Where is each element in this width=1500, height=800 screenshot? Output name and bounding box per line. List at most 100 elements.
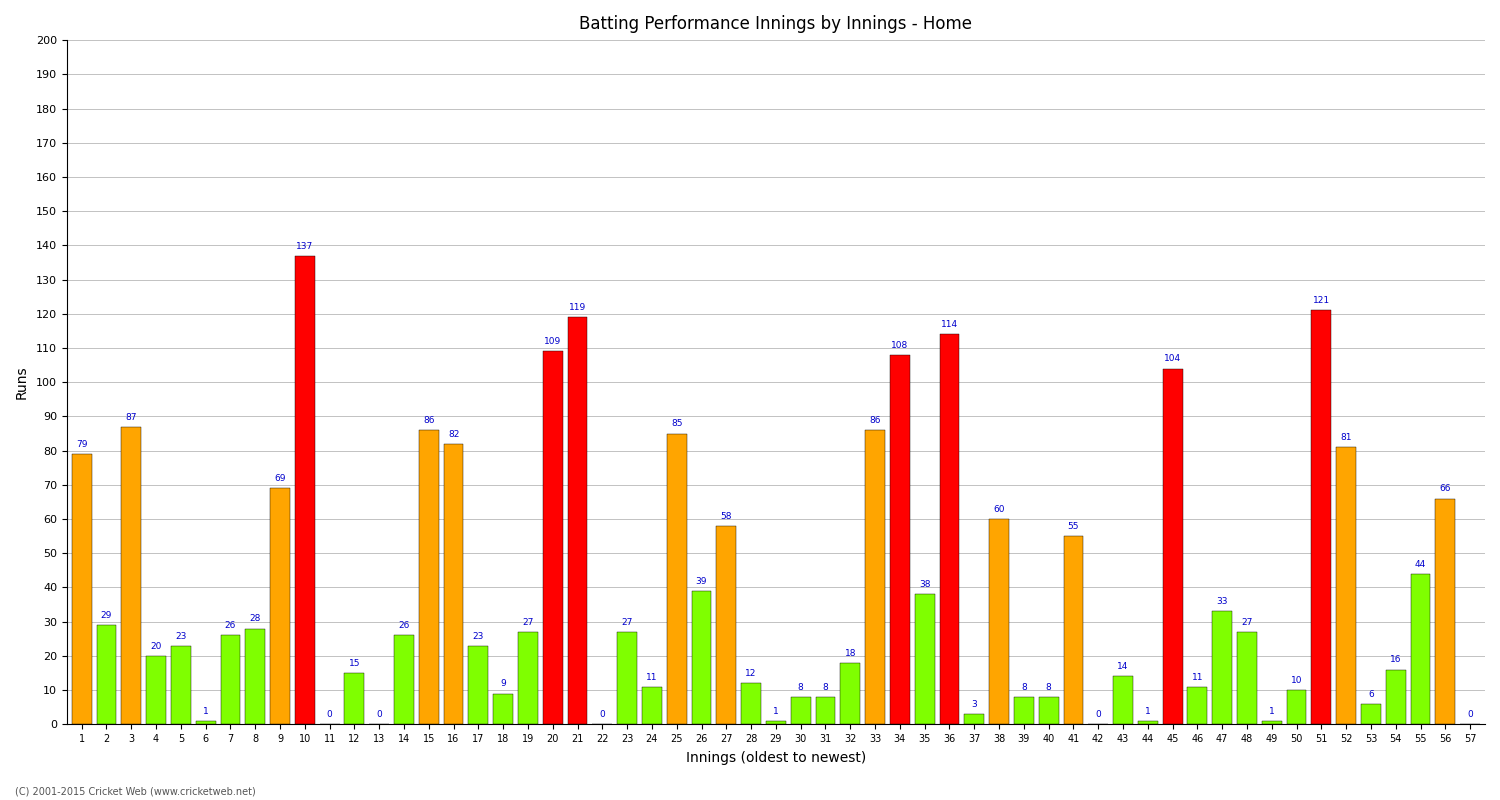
Bar [1162, 369, 1182, 724]
Text: 11: 11 [1191, 673, 1203, 682]
Bar [790, 697, 810, 724]
Text: 87: 87 [126, 413, 136, 422]
Text: 0: 0 [600, 710, 604, 719]
Bar [642, 686, 662, 724]
Text: 1: 1 [1144, 706, 1150, 716]
Text: 86: 86 [870, 416, 880, 425]
Bar [296, 256, 315, 724]
Bar [96, 625, 117, 724]
Bar [816, 697, 836, 724]
Text: 8: 8 [1046, 683, 1052, 692]
Text: 0: 0 [1095, 710, 1101, 719]
Text: 119: 119 [568, 303, 586, 312]
Text: 121: 121 [1312, 296, 1330, 306]
Bar [1014, 697, 1034, 724]
Text: 28: 28 [249, 614, 261, 623]
Text: 38: 38 [920, 580, 930, 589]
Text: 44: 44 [1414, 560, 1426, 569]
Text: 69: 69 [274, 474, 286, 483]
Text: 12: 12 [746, 669, 758, 678]
Text: 27: 27 [621, 618, 633, 627]
Text: 55: 55 [1068, 522, 1078, 531]
Bar [1038, 697, 1059, 724]
Bar [1436, 498, 1455, 724]
Bar [518, 632, 538, 724]
X-axis label: Innings (oldest to newest): Innings (oldest to newest) [686, 751, 865, 765]
Text: 104: 104 [1164, 354, 1180, 363]
Bar [1311, 310, 1332, 724]
Text: 27: 27 [522, 618, 534, 627]
Text: 81: 81 [1341, 433, 1352, 442]
Text: 0: 0 [376, 710, 382, 719]
Title: Batting Performance Innings by Innings - Home: Batting Performance Innings by Innings -… [579, 15, 972, 33]
Text: 23: 23 [472, 631, 484, 641]
Bar [1386, 670, 1406, 724]
Bar [146, 656, 166, 724]
Text: 8: 8 [1022, 683, 1026, 692]
Text: 0: 0 [1467, 710, 1473, 719]
Text: 58: 58 [720, 512, 732, 521]
Bar [419, 430, 438, 724]
Text: 114: 114 [940, 320, 958, 329]
Text: 0: 0 [327, 710, 333, 719]
Text: 79: 79 [76, 440, 87, 449]
Text: 26: 26 [225, 622, 236, 630]
Bar [1410, 574, 1431, 724]
Text: 29: 29 [100, 611, 112, 620]
Bar [939, 334, 960, 724]
Text: 3: 3 [972, 700, 976, 709]
Bar [171, 646, 190, 724]
Bar [246, 629, 266, 724]
Text: 82: 82 [448, 430, 459, 438]
Bar [1336, 447, 1356, 724]
Text: 26: 26 [399, 622, 410, 630]
Text: 6: 6 [1368, 690, 1374, 698]
Text: 14: 14 [1118, 662, 1128, 671]
Bar [543, 351, 562, 724]
Text: (C) 2001-2015 Cricket Web (www.cricketweb.net): (C) 2001-2015 Cricket Web (www.cricketwe… [15, 786, 255, 796]
Text: 8: 8 [798, 683, 804, 692]
Text: 11: 11 [646, 673, 657, 682]
Text: 23: 23 [176, 631, 186, 641]
Bar [72, 454, 92, 724]
Text: 15: 15 [348, 659, 360, 668]
Text: 18: 18 [844, 649, 856, 658]
Text: 137: 137 [296, 242, 314, 250]
Bar [1262, 721, 1281, 724]
Y-axis label: Runs: Runs [15, 366, 28, 399]
Bar [468, 646, 489, 724]
Text: 85: 85 [670, 419, 682, 429]
Text: 39: 39 [696, 577, 708, 586]
Bar [270, 488, 290, 724]
Bar [1238, 632, 1257, 724]
Text: 8: 8 [822, 683, 828, 692]
Bar [195, 721, 216, 724]
Bar [616, 632, 638, 724]
Bar [890, 355, 910, 724]
Text: 108: 108 [891, 341, 909, 350]
Bar [1138, 721, 1158, 724]
Bar [1064, 536, 1083, 724]
Bar [915, 594, 934, 724]
Text: 60: 60 [993, 505, 1005, 514]
Text: 16: 16 [1390, 655, 1401, 665]
Bar [444, 444, 464, 724]
Text: 33: 33 [1216, 598, 1228, 606]
Text: 9: 9 [501, 679, 506, 689]
Bar [692, 591, 711, 724]
Bar [766, 721, 786, 724]
Bar [964, 714, 984, 724]
Text: 109: 109 [544, 338, 561, 346]
Text: 1: 1 [202, 706, 208, 716]
Text: 66: 66 [1440, 485, 1450, 494]
Bar [345, 673, 364, 724]
Bar [494, 694, 513, 724]
Text: 27: 27 [1242, 618, 1252, 627]
Bar [567, 318, 588, 724]
Bar [220, 635, 240, 724]
Text: 20: 20 [150, 642, 162, 650]
Bar [840, 662, 860, 724]
Bar [394, 635, 414, 724]
Bar [1188, 686, 1208, 724]
Bar [668, 434, 687, 724]
